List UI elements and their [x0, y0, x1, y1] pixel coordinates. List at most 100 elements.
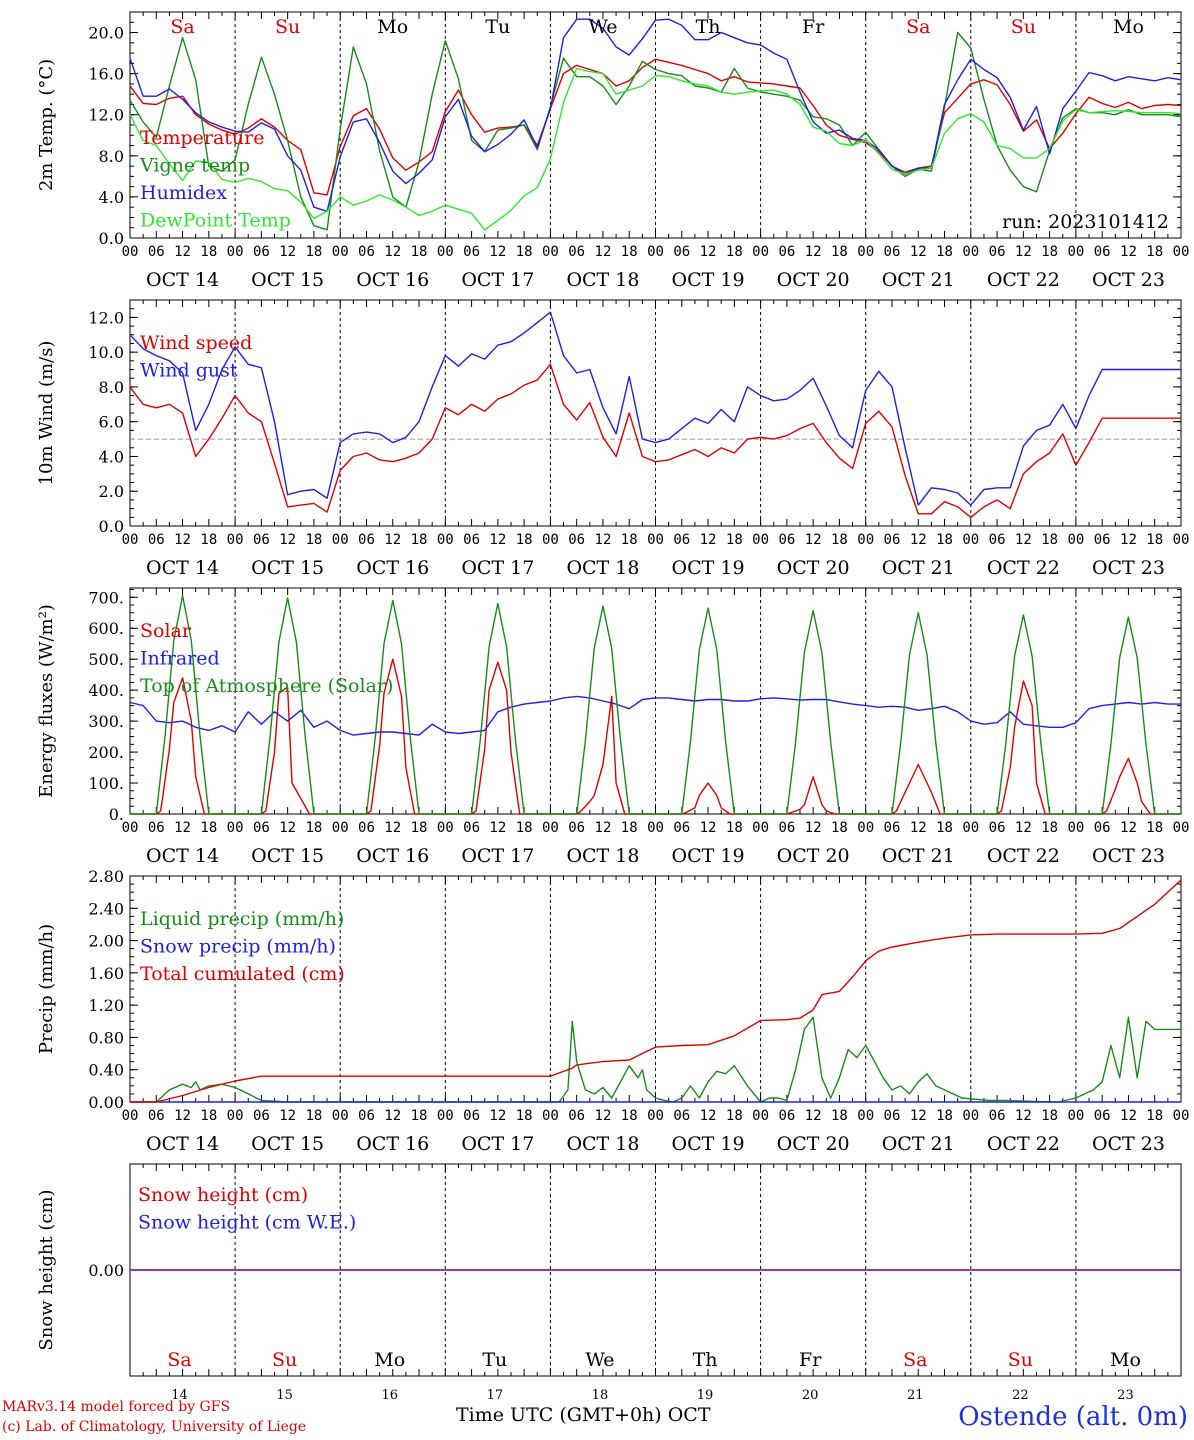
hour-label: 00	[752, 1108, 769, 1124]
hour-label: 00	[857, 244, 874, 260]
hour-label: 06	[358, 820, 375, 836]
hour-label: 00	[962, 244, 979, 260]
hour-label: 18	[305, 820, 322, 836]
legend-entry: DewPoint Temp	[140, 210, 291, 232]
date-label: OCT 19	[672, 845, 745, 867]
date-label: OCT 15	[251, 269, 324, 291]
date-label: OCT 21	[882, 845, 955, 867]
date-label: OCT 23	[1092, 557, 1165, 579]
y-tick-label: 600.	[88, 619, 124, 638]
date-label: OCT 20	[777, 557, 850, 579]
hour-label: 12	[805, 244, 822, 260]
hour-label: 12	[910, 820, 927, 836]
y-tick-label: 0.0	[99, 229, 124, 248]
hour-label: 06	[1094, 1108, 1111, 1124]
hour-label: 18	[936, 820, 953, 836]
weekday-label: Su	[272, 1349, 297, 1371]
hour-label: 12	[1015, 820, 1032, 836]
hour-label: 00	[962, 820, 979, 836]
hour-label: 12	[805, 532, 822, 548]
hour-label: 18	[726, 532, 743, 548]
hour-label: 06	[989, 1108, 1006, 1124]
weekday-label: Tu	[485, 16, 510, 38]
y-tick-label: 2.40	[88, 899, 124, 918]
hour-label: 18	[200, 532, 217, 548]
model-credit: MARv3.14 model forced by GFS	[2, 1399, 231, 1415]
hour-label: 00	[857, 1108, 874, 1124]
panel-snow: 0.00 Snow height (cm) Snow height (cm) Snow…	[36, 1163, 1182, 1403]
weekday-label: Mo	[1110, 1349, 1141, 1371]
hour-label: 00	[1173, 532, 1190, 548]
weekday-label: Sa	[906, 16, 930, 38]
hour-label: 06	[148, 244, 165, 260]
hour-label: 06	[463, 532, 480, 548]
hour-label: 18	[305, 1108, 322, 1124]
hour-label: 18	[1041, 244, 1058, 260]
date-label: OCT 21	[882, 557, 955, 579]
hour-label: 06	[148, 532, 165, 548]
hour-label: 12	[174, 244, 191, 260]
hour-label: 00	[1067, 244, 1084, 260]
hour-label: 06	[253, 820, 270, 836]
hour-label: 06	[568, 1108, 585, 1124]
weekday-label: Tu	[482, 1349, 507, 1371]
hour-label: 18	[1041, 532, 1058, 548]
hour-label: 12	[489, 532, 506, 548]
hour-label: 18	[411, 1108, 428, 1124]
day-number: 20	[802, 1388, 819, 1403]
hour-label: 18	[411, 820, 428, 836]
day-number: 21	[907, 1388, 924, 1403]
series-line-dewpoint-temp	[129, 67, 1182, 231]
series-line-wind-speed	[129, 363, 1181, 518]
hour-label: 18	[621, 532, 638, 548]
y-tick-label: 2.80	[88, 867, 124, 886]
hour-label: 18	[831, 244, 848, 260]
y-tick-label: 0.0	[99, 517, 124, 536]
hour-label: 18	[726, 1108, 743, 1124]
hour-label: 18	[936, 532, 953, 548]
hour-label: 00	[962, 1108, 979, 1124]
hour-label: 00	[1173, 244, 1190, 260]
hour-label: 18	[516, 244, 533, 260]
hour-label: 00	[437, 1108, 454, 1124]
y-tick-label: 300.	[88, 712, 124, 731]
series-line-humidex	[129, 18, 1182, 213]
hour-label: 18	[1146, 820, 1163, 836]
hour-label: 18	[1041, 820, 1058, 836]
hour-label: 12	[279, 532, 296, 548]
hour-label: 12	[279, 1108, 296, 1124]
hour-label: 00	[647, 244, 664, 260]
hour-label: 06	[358, 532, 375, 548]
panel-energy: 0. 100. 200. 300. 400. 500. 600. 700. Energy flu…	[36, 587, 1189, 867]
series-line-wind-gust	[129, 311, 1181, 506]
weekday-label: Sa	[167, 1349, 191, 1371]
legend-entry: Wind gust	[140, 360, 238, 382]
hour-label: 12	[384, 1108, 401, 1124]
hour-label: 00	[332, 1108, 349, 1124]
hour-label: 12	[384, 244, 401, 260]
hour-label: 00	[1067, 1108, 1084, 1124]
y-tick-label: 4.0	[99, 447, 124, 466]
hour-label: 18	[305, 244, 322, 260]
legend-entry: Vigne temp	[139, 155, 250, 177]
hour-label: 00	[227, 1108, 244, 1124]
legend-entry: Total cumulated (cm)	[140, 963, 345, 985]
hour-label: 12	[489, 1108, 506, 1124]
date-label: OCT 14	[146, 1133, 219, 1155]
date-label: OCT 18	[566, 845, 639, 867]
hour-label: 18	[621, 1108, 638, 1124]
date-label: OCT 17	[461, 269, 534, 291]
hour-label: 18	[516, 532, 533, 548]
series-line-total-cumulated-cm	[130, 879, 1182, 1103]
day-number: 15	[276, 1388, 293, 1403]
y-axis-label: Energy fluxes (W/m²)	[36, 604, 57, 798]
legend-entry: Solar	[140, 620, 192, 642]
date-label: OCT 21	[882, 1133, 955, 1155]
hour-label: 12	[1015, 532, 1032, 548]
hour-label: 00	[122, 532, 139, 548]
hour-label: 00	[332, 532, 349, 548]
y-tick-label: 100.	[88, 774, 124, 793]
hour-label: 18	[936, 244, 953, 260]
hour-label: 06	[253, 1108, 270, 1124]
